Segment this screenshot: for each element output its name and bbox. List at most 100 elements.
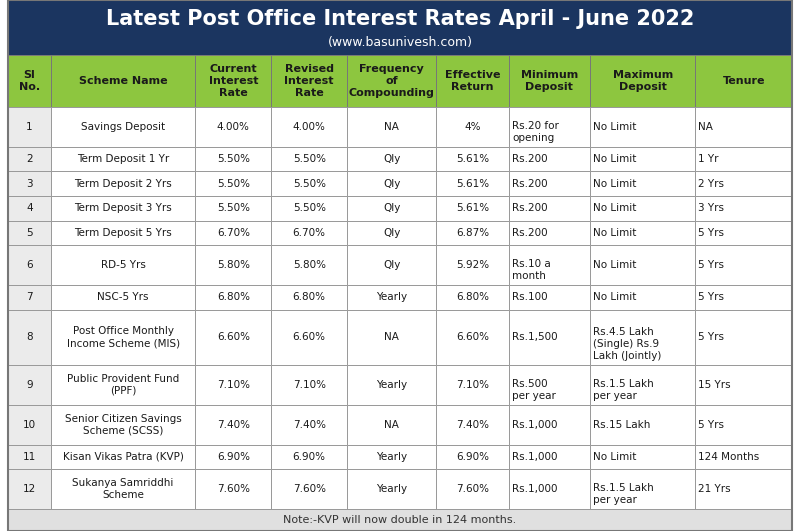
Bar [509, 107, 590, 147]
Bar [509, 245, 590, 285]
Text: 5.50%: 5.50% [217, 179, 250, 189]
Bar [195, 245, 271, 285]
Bar [271, 245, 347, 285]
Bar [271, 310, 347, 365]
Text: Term Deposit 5 Yrs: Term Deposit 5 Yrs [74, 228, 172, 238]
Bar [271, 220, 347, 245]
Bar [271, 444, 347, 469]
Bar [195, 172, 271, 196]
Text: 6.80%: 6.80% [293, 292, 326, 302]
Text: NSC-5 Yrs: NSC-5 Yrs [98, 292, 149, 302]
Bar [51, 107, 195, 147]
Bar [436, 469, 509, 509]
Text: Rs.1,000: Rs.1,000 [512, 419, 558, 430]
Bar [347, 405, 436, 444]
Bar [195, 469, 271, 509]
Text: 15 Yrs: 15 Yrs [698, 380, 731, 390]
Bar [195, 365, 271, 405]
Text: Sl
No.: Sl No. [19, 70, 40, 92]
Bar [271, 285, 347, 310]
Text: No Limit: No Limit [593, 154, 636, 164]
Bar [271, 147, 347, 172]
Bar [695, 405, 792, 444]
Text: Rs.20 for
opening: Rs.20 for opening [512, 121, 559, 143]
Bar [436, 196, 509, 220]
Text: 7.40%: 7.40% [456, 419, 489, 430]
Bar [590, 220, 695, 245]
Text: 3 Yrs: 3 Yrs [698, 203, 725, 213]
Text: 5 Yrs: 5 Yrs [698, 332, 725, 342]
Text: 5.61%: 5.61% [456, 203, 489, 213]
Bar [195, 107, 271, 147]
Bar [590, 172, 695, 196]
Text: (www.basunivesh.com): (www.basunivesh.com) [327, 37, 473, 49]
Bar [51, 405, 195, 444]
Bar [51, 444, 195, 469]
Bar [509, 310, 590, 365]
Text: Term Deposit 2 Yrs: Term Deposit 2 Yrs [74, 179, 172, 189]
Text: Rs.1.5 Lakh
per year: Rs.1.5 Lakh per year [593, 379, 654, 401]
Bar [509, 55, 590, 107]
Bar [51, 245, 195, 285]
Bar [271, 405, 347, 444]
Bar [695, 147, 792, 172]
Text: 7: 7 [26, 292, 33, 302]
Bar [8, 469, 51, 509]
Bar [51, 196, 195, 220]
Text: No Limit: No Limit [593, 292, 636, 302]
Text: Maximum
Deposit: Maximum Deposit [613, 70, 673, 92]
Text: Qly: Qly [383, 203, 401, 213]
Bar [51, 147, 195, 172]
Bar [347, 285, 436, 310]
Bar [436, 147, 509, 172]
Bar [436, 365, 509, 405]
Bar [8, 285, 51, 310]
Bar [436, 172, 509, 196]
Bar [51, 365, 195, 405]
Bar [347, 172, 436, 196]
Bar [195, 196, 271, 220]
Text: 6.80%: 6.80% [456, 292, 489, 302]
Text: 7.10%: 7.10% [217, 380, 250, 390]
Text: 5.92%: 5.92% [456, 260, 489, 270]
Bar [8, 172, 51, 196]
Bar [271, 107, 347, 147]
Bar [195, 147, 271, 172]
Bar [8, 0, 792, 55]
Text: 7.10%: 7.10% [456, 380, 489, 390]
Text: Frequency
of
Compounding: Frequency of Compounding [349, 64, 434, 98]
Text: 5 Yrs: 5 Yrs [698, 228, 725, 238]
Bar [51, 220, 195, 245]
Bar [8, 444, 51, 469]
Bar [347, 310, 436, 365]
Bar [271, 172, 347, 196]
Text: 6.60%: 6.60% [217, 332, 250, 342]
Bar [8, 405, 51, 444]
Bar [695, 285, 792, 310]
Text: Rs.1.5 Lakh
per year: Rs.1.5 Lakh per year [593, 483, 654, 505]
Bar [509, 172, 590, 196]
Text: 6.90%: 6.90% [293, 452, 326, 462]
Text: Yearly: Yearly [376, 484, 407, 494]
Text: Yearly: Yearly [376, 292, 407, 302]
Text: 6.60%: 6.60% [456, 332, 489, 342]
Text: 5.61%: 5.61% [456, 179, 489, 189]
Text: 5.50%: 5.50% [293, 179, 326, 189]
Bar [195, 444, 271, 469]
Bar [695, 172, 792, 196]
Bar [436, 405, 509, 444]
Bar [347, 220, 436, 245]
Text: Note:-KVP will now double in 124 months.: Note:-KVP will now double in 124 months. [283, 515, 517, 525]
Bar [436, 310, 509, 365]
Text: 6.80%: 6.80% [217, 292, 250, 302]
Bar [590, 147, 695, 172]
Text: 7.60%: 7.60% [217, 484, 250, 494]
Text: Yearly: Yearly [376, 380, 407, 390]
Text: 5.50%: 5.50% [293, 203, 326, 213]
Text: Scheme Name: Scheme Name [79, 76, 167, 86]
Text: 3: 3 [26, 179, 33, 189]
Text: 6.90%: 6.90% [217, 452, 250, 462]
Bar [695, 469, 792, 509]
Text: Minimum
Deposit: Minimum Deposit [521, 70, 578, 92]
Bar [51, 310, 195, 365]
